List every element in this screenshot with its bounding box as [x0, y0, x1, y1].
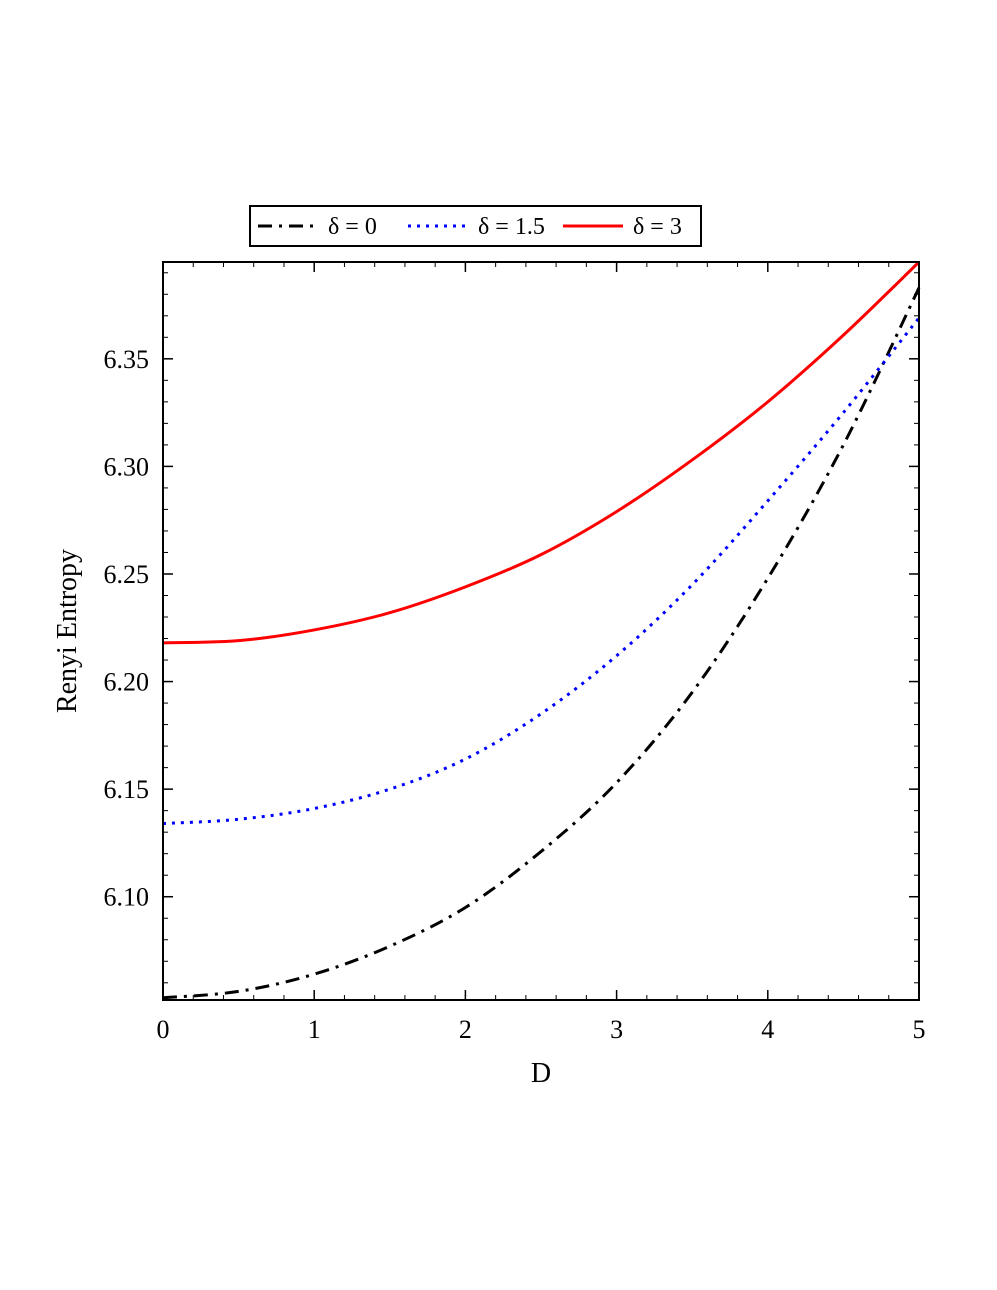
legend-label-1: δ = 1.5 — [478, 214, 545, 240]
legend-box — [249, 205, 702, 247]
axis-ticks: 0 1 2 3 4 5 6.10 6.15 6.20 6.25 6.30 6.35 — [104, 262, 926, 1044]
series-line-1 — [162, 317, 921, 826]
x-tick-label: 3 — [610, 1015, 623, 1044]
y-tick-label: 6.30 — [104, 452, 150, 481]
y-tick-label: 6.25 — [104, 560, 150, 589]
y-tick-label: 6.20 — [104, 668, 150, 697]
y-axis-label: Renyi Entropy — [52, 549, 83, 713]
legend: δ = 0 δ = 1.5 δ = 3 — [249, 205, 702, 247]
series-line-0 — [162, 287, 921, 1000]
y-tick-label: 6.15 — [104, 775, 150, 804]
x-tick-label: 4 — [761, 1015, 774, 1044]
x-axis-label: D — [531, 1058, 551, 1089]
y-tick-label: 6.35 — [104, 345, 150, 374]
x-tick-label: 1 — [308, 1015, 321, 1044]
plot-frame — [162, 261, 920, 1001]
legend-label-2: δ = 3 — [633, 214, 682, 240]
x-tick-label: 0 — [157, 1015, 170, 1044]
x-tick-label: 5 — [913, 1015, 926, 1044]
x-tick-label: 2 — [459, 1015, 472, 1044]
series-group — [162, 260, 921, 1000]
series-line-2 — [162, 260, 921, 645]
legend-label-0: δ = 0 — [328, 214, 377, 240]
y-tick-label: 6.10 — [104, 883, 150, 912]
